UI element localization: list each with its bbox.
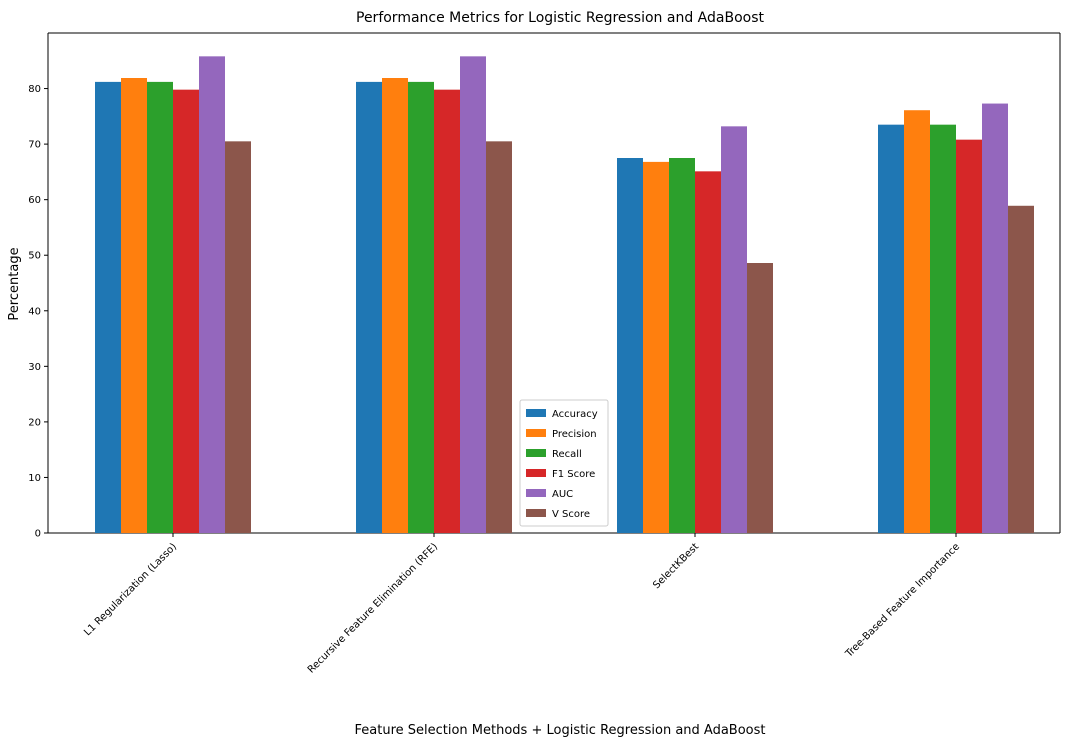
- legend-label: F1 Score: [552, 469, 595, 480]
- legend-label: V Score: [552, 509, 590, 520]
- x-tick-label: Tree-Based Feature Importance: [843, 541, 962, 660]
- bar: [904, 110, 930, 533]
- bar: [956, 139, 982, 533]
- bar: [1008, 205, 1034, 533]
- y-tick-label: 10: [28, 473, 41, 484]
- bar: [434, 89, 460, 534]
- y-axis-label: Percentage: [7, 247, 22, 320]
- y-tick-label: 20: [28, 417, 41, 428]
- x-axis-label: Feature Selection Methods + Logistic Reg…: [355, 723, 766, 738]
- y-tick-label: 60: [28, 195, 41, 206]
- bar: [382, 78, 408, 533]
- bar: [669, 158, 695, 533]
- bar: [408, 81, 434, 533]
- bar: [95, 81, 121, 533]
- bar: [747, 263, 773, 533]
- bar: [695, 171, 721, 534]
- bar: [225, 141, 251, 534]
- chart-title: Performance Metrics for Logistic Regress…: [356, 10, 764, 26]
- legend-label: Accuracy: [552, 409, 598, 420]
- y-tick-label: 40: [28, 306, 41, 317]
- bar: [878, 124, 904, 534]
- bar: [460, 56, 486, 533]
- bar: [643, 161, 669, 533]
- legend-label: Precision: [552, 429, 597, 440]
- y-tick-label: 50: [28, 251, 41, 262]
- legend-label: Recall: [552, 449, 582, 460]
- bar: [486, 141, 512, 534]
- bar: [147, 81, 173, 533]
- y-tick-label: 80: [28, 84, 41, 95]
- y-tick-label: 0: [35, 529, 41, 540]
- x-tick-label: SelectKBest: [651, 541, 701, 591]
- legend: Accuracy Precision Recall F1 Score AUC V Scor…: [519, 399, 609, 527]
- bar: [982, 103, 1008, 534]
- legend-swatch: [526, 409, 546, 417]
- y-tick-label: 70: [28, 140, 41, 151]
- x-tick-label: L1 Regularization (Lasso): [82, 541, 179, 638]
- bar: [199, 56, 225, 533]
- legend-swatch: [526, 449, 546, 457]
- legend-swatch: [526, 489, 546, 497]
- bar: [356, 81, 382, 533]
- bar: [930, 124, 956, 534]
- bar: [721, 126, 747, 533]
- legend-swatch: [526, 429, 546, 437]
- y-tick-label: 30: [28, 362, 41, 373]
- legend-swatch: [526, 469, 546, 477]
- plot-area: 0 10 20 30 40 50 60 70 80 L1 Regularization (Lass…: [28, 32, 1061, 676]
- x-tick-label: Recursive Feature Elimination (RFE): [306, 541, 440, 675]
- legend-swatch: [526, 509, 546, 517]
- bar: [121, 78, 147, 533]
- bar: [173, 89, 199, 534]
- bar: [617, 158, 643, 533]
- legend-label: AUC: [552, 489, 573, 500]
